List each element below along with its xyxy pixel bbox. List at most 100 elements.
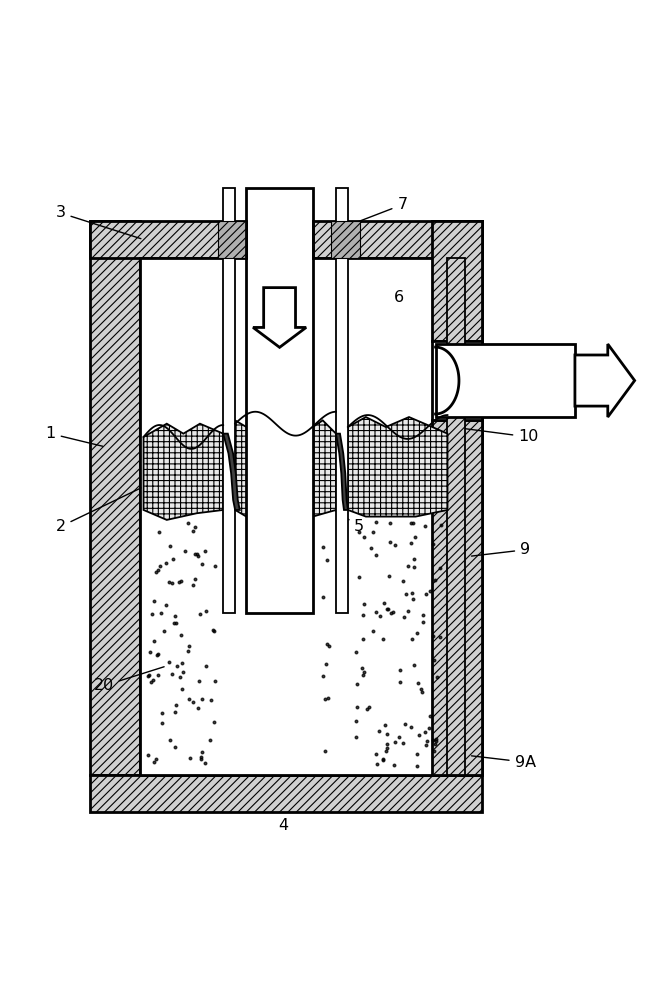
Point: [183, 638, 194, 654]
Point: [157, 715, 167, 731]
Point: [197, 691, 208, 707]
Point: [399, 716, 410, 732]
Point: [165, 538, 175, 554]
Point: [384, 515, 395, 531]
Point: [149, 593, 160, 609]
Point: [422, 733, 433, 749]
Point: [148, 672, 159, 688]
Point: [382, 736, 392, 752]
Point: [384, 534, 395, 550]
Point: [420, 724, 431, 740]
Text: 9A: 9A: [472, 755, 536, 770]
Point: [429, 652, 439, 668]
Point: [192, 546, 203, 562]
Text: 4: 4: [278, 818, 288, 833]
Point: [425, 708, 436, 724]
Text: 1: 1: [46, 426, 103, 446]
Point: [409, 657, 419, 673]
Point: [204, 732, 215, 748]
Point: [169, 704, 180, 720]
Point: [196, 749, 206, 765]
Point: [353, 524, 364, 540]
Point: [146, 606, 157, 622]
Point: [149, 754, 159, 770]
Point: [395, 674, 406, 690]
Point: [175, 627, 186, 643]
Point: [320, 656, 331, 672]
Point: [179, 543, 190, 559]
Polygon shape: [144, 424, 223, 520]
Point: [171, 658, 182, 674]
Point: [168, 615, 179, 631]
Point: [173, 574, 184, 590]
Point: [435, 629, 446, 645]
Point: [358, 631, 369, 647]
Point: [350, 729, 361, 745]
Point: [188, 523, 199, 539]
Point: [403, 558, 413, 574]
Point: [356, 660, 367, 676]
Point: [161, 597, 171, 613]
Point: [322, 552, 333, 568]
Point: [149, 633, 160, 649]
Point: [190, 546, 200, 562]
Point: [209, 714, 220, 730]
Bar: [432, 341, 482, 420]
Point: [153, 562, 163, 578]
Point: [143, 668, 154, 684]
Point: [406, 719, 417, 735]
Point: [358, 664, 369, 680]
Text: 5: 5: [322, 502, 364, 534]
Bar: [140, 258, 466, 775]
Bar: [91, 775, 482, 812]
Point: [427, 732, 438, 748]
Point: [176, 573, 187, 589]
Point: [394, 662, 405, 678]
Point: [399, 609, 410, 625]
Point: [409, 529, 420, 545]
Text: 7: 7: [345, 197, 407, 227]
Point: [317, 589, 328, 605]
Point: [200, 755, 210, 771]
Point: [164, 574, 175, 590]
Point: [382, 601, 393, 617]
Point: [183, 691, 194, 707]
Point: [384, 568, 394, 584]
Point: [428, 536, 439, 552]
Point: [353, 569, 364, 585]
Point: [196, 751, 207, 767]
Point: [183, 643, 194, 659]
Point: [352, 699, 363, 715]
Point: [370, 746, 381, 762]
Point: [190, 519, 200, 535]
Polygon shape: [223, 434, 240, 510]
Point: [358, 667, 368, 683]
Point: [423, 720, 434, 736]
Text: 20: 20: [93, 667, 164, 693]
Text: 9: 9: [472, 542, 530, 557]
Point: [394, 729, 405, 745]
Point: [412, 625, 423, 641]
Point: [417, 684, 427, 700]
Text: 3: 3: [56, 205, 141, 239]
Point: [155, 605, 166, 621]
Point: [371, 514, 382, 530]
Point: [167, 666, 177, 682]
Point: [431, 733, 442, 749]
Point: [208, 623, 219, 639]
Point: [368, 623, 379, 639]
Point: [319, 691, 330, 707]
Point: [359, 596, 370, 612]
Point: [380, 743, 391, 759]
Bar: [331, 221, 360, 258]
Point: [407, 631, 417, 647]
Point: [323, 690, 333, 706]
Point: [380, 717, 390, 733]
Point: [372, 756, 382, 772]
Point: [323, 638, 334, 654]
Point: [408, 559, 419, 575]
Bar: [218, 221, 247, 258]
Point: [192, 548, 203, 564]
Point: [190, 571, 200, 587]
Point: [208, 622, 218, 638]
